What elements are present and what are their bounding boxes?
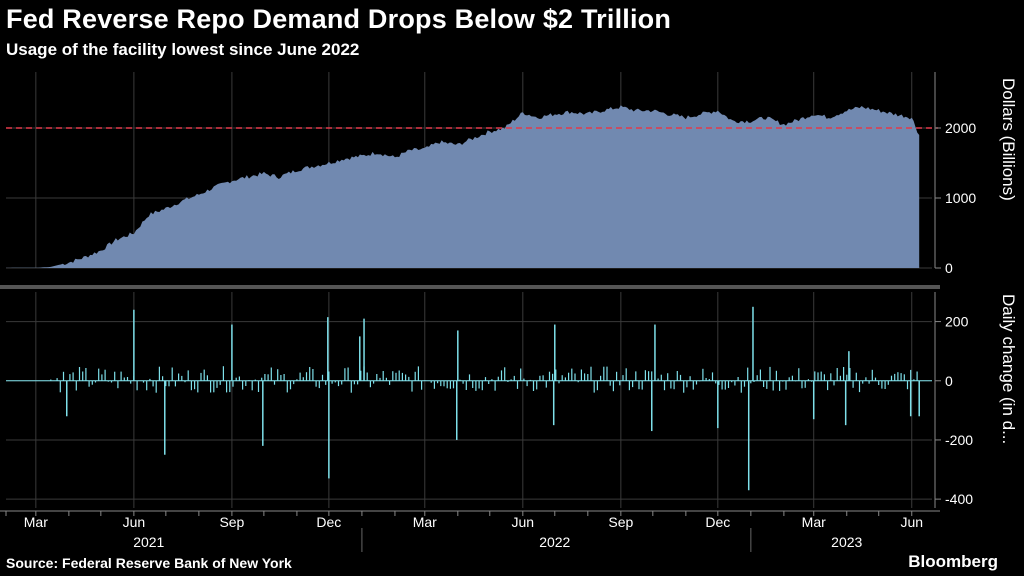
chart-subtitle: Usage of the facility lowest since June … bbox=[6, 40, 360, 59]
x-tick-label: Sep bbox=[608, 514, 633, 530]
top-y-tick-label: 2000 bbox=[945, 120, 976, 136]
x-tick-label: Mar bbox=[24, 514, 48, 530]
bottom-y-tick-label: 200 bbox=[945, 314, 969, 330]
top-panel: 0 1000 2000 Dollars (Billions) bbox=[6, 72, 1018, 276]
bottom-panel: 200 0 -200 -400 Daily change (in d... bbox=[6, 292, 1018, 508]
x-tick-label: Dec bbox=[316, 514, 341, 530]
x-tick-label: Dec bbox=[705, 514, 730, 530]
x-tick-label: Sep bbox=[219, 514, 244, 530]
bottom-y-tick-label: -400 bbox=[945, 491, 973, 507]
x-year-label: 2021 bbox=[133, 534, 164, 550]
x-year-label: 2022 bbox=[539, 534, 570, 550]
top-y-axis-title: Dollars (Billions) bbox=[999, 78, 1018, 201]
reverse-repo-area bbox=[6, 105, 920, 268]
x-tick-label: Jun bbox=[900, 514, 923, 530]
x-tick-label: Jun bbox=[123, 514, 146, 530]
source-note: Source: Federal Reserve Bank of New York bbox=[6, 555, 292, 571]
x-tick-label: Mar bbox=[802, 514, 826, 530]
bottom-y-tick-label: -200 bbox=[945, 432, 973, 448]
x-tick-label: Jun bbox=[512, 514, 535, 530]
bottom-y-tick-label: 0 bbox=[945, 373, 953, 389]
panel-divider-bar bbox=[0, 285, 940, 289]
top-y-tick-label: 0 bbox=[945, 260, 953, 276]
x-tick-label: Mar bbox=[413, 514, 437, 530]
bloomberg-logo: Bloomberg bbox=[908, 552, 998, 571]
x-year-label: 2023 bbox=[831, 534, 862, 550]
panel-divider bbox=[0, 285, 940, 289]
chart-title: Fed Reverse Repo Demand Drops Below $2 T… bbox=[6, 4, 672, 34]
top-y-tick-label: 1000 bbox=[945, 190, 976, 206]
bottom-y-axis-title: Daily change (in d... bbox=[999, 294, 1018, 444]
x-axis: Mar Jun Sep Dec Mar Jun Sep Dec Mar Jun 2021 2022 20… bbox=[0, 510, 940, 552]
